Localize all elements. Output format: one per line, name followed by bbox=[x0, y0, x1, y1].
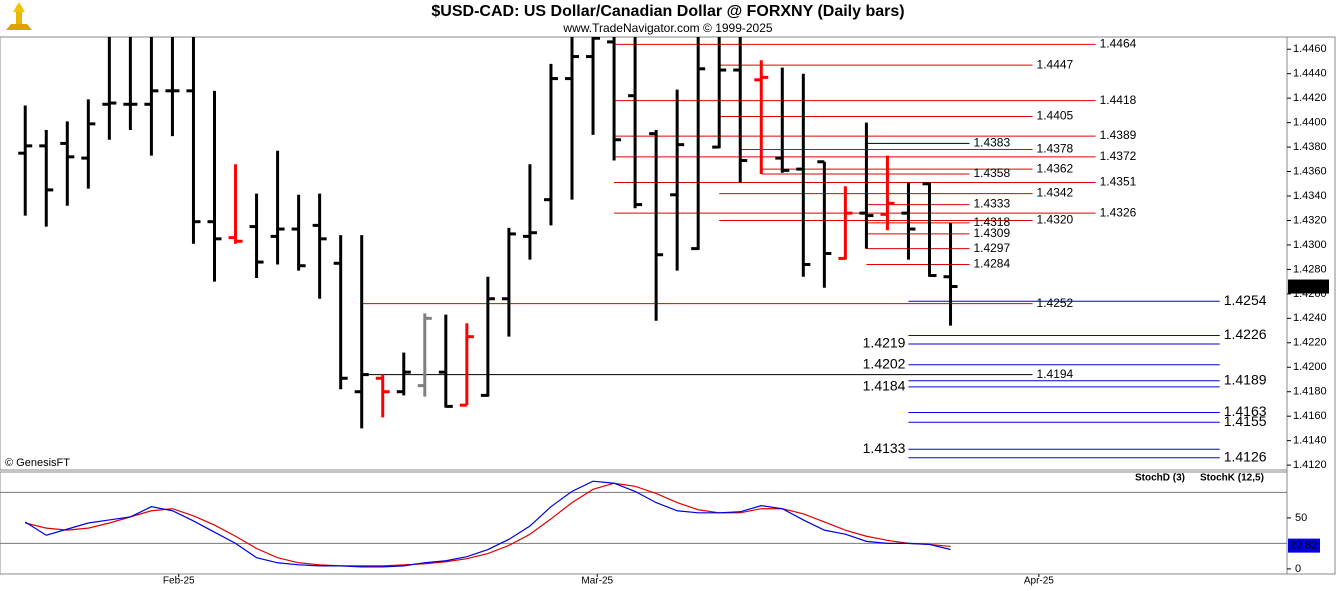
level-label: 1.4333 bbox=[973, 197, 1010, 211]
level-label: 1.4342 bbox=[1037, 186, 1074, 200]
y-tick-label: 1.4220 bbox=[1293, 337, 1327, 349]
last-value-box bbox=[1288, 279, 1329, 294]
y-tick-label: 1.4420 bbox=[1293, 92, 1327, 104]
level-label: 1.4297 bbox=[973, 241, 1010, 255]
level-label: 1.4184 bbox=[863, 378, 906, 394]
level-label: 1.4202 bbox=[863, 356, 906, 372]
last-value-label: 1.4266 bbox=[1290, 280, 1324, 292]
price-plot: 1.4464 1.4447 1.4418 1.4405 1.4389 1.4383 1.43… bbox=[18, 37, 1267, 464]
level-label: 1.4219 bbox=[863, 335, 906, 351]
level-label: 1.4318 bbox=[973, 215, 1010, 229]
y-tick-label: 1.4340 bbox=[1293, 190, 1327, 202]
stoch-plot bbox=[0, 480, 1287, 568]
level-label: 1.4447 bbox=[1037, 57, 1074, 71]
y-tick-label: 1.4460 bbox=[1293, 43, 1327, 55]
level-label: 1.4326 bbox=[1100, 205, 1137, 219]
last-value-label: 22.82 bbox=[1290, 540, 1318, 552]
y-tick-label: 1.4280 bbox=[1293, 263, 1327, 275]
level-label: 1.4383 bbox=[973, 136, 1010, 150]
last-value-box bbox=[1288, 538, 1320, 553]
right-axis bbox=[1286, 36, 1336, 575]
x-tick-label: Apr-25 bbox=[1024, 576, 1054, 587]
annotation: © GenesisFT bbox=[5, 457, 70, 469]
y-tick-label: 50 bbox=[1295, 512, 1307, 524]
level-label: 1.4389 bbox=[1100, 128, 1137, 142]
level-label: 1.4372 bbox=[1100, 149, 1137, 163]
logo bbox=[6, 2, 32, 30]
level-label: 1.4362 bbox=[1037, 161, 1074, 175]
y-tick-label: 1.4120 bbox=[1293, 459, 1327, 471]
y-tick-label: 1.4200 bbox=[1293, 361, 1327, 373]
level-label: 1.4163 bbox=[1224, 403, 1267, 419]
level-label: 1.4418 bbox=[1100, 93, 1137, 107]
level-label: 1.4155 bbox=[1224, 413, 1267, 429]
y-tick-label: 1.4140 bbox=[1293, 435, 1327, 447]
y-tick-label: 1.4180 bbox=[1293, 386, 1327, 398]
legend-entry: StochD (3) bbox=[1135, 473, 1185, 484]
stoch-line bbox=[24, 480, 951, 568]
y-tick-label: 1.4380 bbox=[1293, 141, 1327, 153]
level-label: 1.4378 bbox=[1037, 142, 1074, 156]
legend-entry: StochK (12,5) bbox=[1200, 473, 1264, 484]
level-label: 1.4252 bbox=[1037, 296, 1074, 310]
level-label: 1.4464 bbox=[1100, 37, 1137, 51]
level-label: 1.4358 bbox=[973, 166, 1010, 180]
y-tick-label: 1.4160 bbox=[1293, 410, 1327, 422]
y-tick-label: 1.4440 bbox=[1293, 68, 1327, 80]
x-tick-label: Feb-25 bbox=[163, 576, 195, 587]
level-label: 1.4226 bbox=[1224, 326, 1267, 342]
level-label: 1.4351 bbox=[1100, 175, 1137, 189]
axes: 1.4460 1.4440 1.4420 1.4400 1.4380 1.4360 1.43… bbox=[163, 43, 1329, 587]
chart-subtitle: www.TradeNavigator.com © 1999-2025 bbox=[562, 21, 772, 35]
level-label: 1.4320 bbox=[1037, 213, 1074, 227]
level-label: 1.4189 bbox=[1224, 371, 1267, 387]
stoch-line bbox=[25, 482, 951, 567]
level-label: 1.4254 bbox=[1224, 292, 1267, 308]
level-label: 1.4309 bbox=[973, 226, 1010, 240]
y-tick-label: 1.4320 bbox=[1293, 214, 1327, 226]
level-label: 1.4194 bbox=[1037, 367, 1074, 381]
level-label: 1.4405 bbox=[1037, 109, 1074, 123]
y-tick-label: 1.4240 bbox=[1293, 312, 1327, 324]
level-label: 1.4133 bbox=[863, 440, 906, 456]
chart-title: $USD-CAD: US Dollar/Canadian Dollar @ FO… bbox=[431, 3, 904, 20]
y-tick-label: 1.4300 bbox=[1293, 239, 1327, 251]
level-label: 1.4284 bbox=[973, 257, 1010, 271]
y-tick-label: 0 bbox=[1295, 563, 1301, 575]
x-tick-label: Mar-25 bbox=[581, 576, 613, 587]
level-label: 1.4126 bbox=[1224, 448, 1267, 464]
y-tick-label: 1.4360 bbox=[1293, 165, 1327, 177]
y-tick-label: 1.4400 bbox=[1293, 117, 1327, 129]
